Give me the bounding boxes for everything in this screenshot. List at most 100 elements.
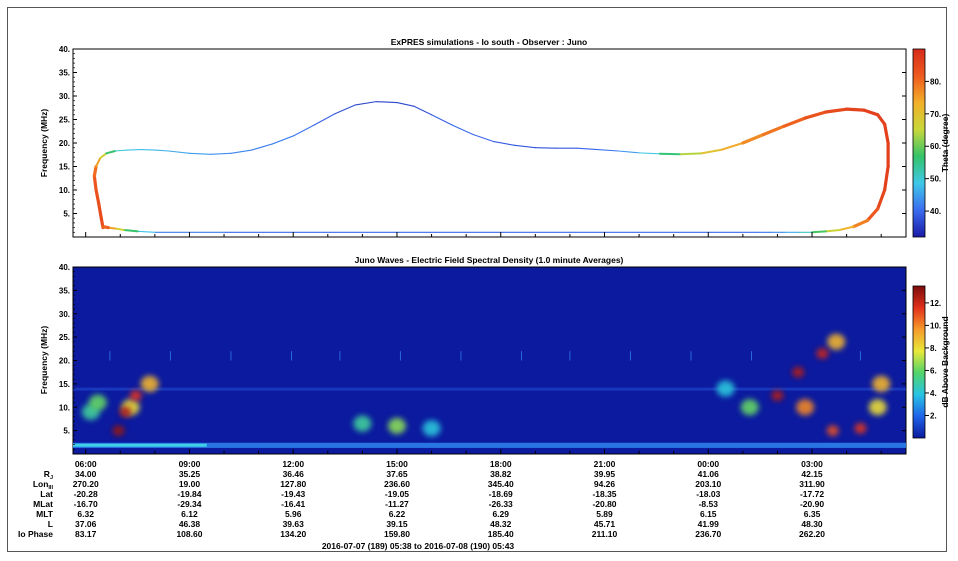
emission-blob — [716, 380, 735, 397]
curve-segment — [862, 108, 880, 117]
ephemeris-value: 236.70 — [695, 529, 721, 539]
emission-blob — [792, 366, 805, 378]
y-tick-label: 40. — [59, 45, 70, 54]
ephemeris-value: 39.15 — [386, 519, 408, 529]
curve-segment — [679, 152, 703, 156]
ephemeris-value: -8.53 — [699, 499, 719, 509]
curve-segment — [209, 152, 232, 155]
simulation-y-axis-label: Frequency (MHz) — [39, 109, 49, 178]
curve-segment — [92, 164, 98, 178]
curve-segment — [472, 133, 495, 143]
ephemeris-value: 203.10 — [695, 479, 721, 489]
y-tick-label: 30. — [59, 310, 70, 319]
emission-blob — [422, 420, 441, 437]
emission-blob — [826, 425, 839, 437]
ephemeris-value: 311.90 — [799, 479, 825, 489]
curve-segment — [700, 148, 724, 155]
y-tick-label: 15. — [59, 163, 70, 172]
time-label: 06:00 — [75, 459, 97, 469]
ephemeris-table: 06:00 09:00 12:00 15:00 18:00 21:00 00:00 03:00… — [18, 459, 825, 539]
ephemeris-value: 83.17 — [75, 529, 97, 539]
y-tick-label: 5. — [63, 210, 70, 219]
ephemeris-value: 48.32 — [490, 519, 512, 529]
theta-colorbar-ticks: 40. 50. 60. 70. 80. — [925, 77, 941, 216]
emission-blob — [868, 399, 887, 416]
curve-segment — [824, 107, 849, 114]
curve-segment — [168, 150, 191, 154]
date-range-label: 2016-07-07 (189) 05:38 to 2016-07-08 (19… — [322, 541, 515, 551]
db-colorbar-ticks: 2. 4. 6. 8. 10. 12. — [925, 299, 941, 420]
spectral-plot-area — [72, 266, 907, 455]
ephemeris-value: 262.20 — [799, 529, 825, 539]
ephemeris-value: -17.72 — [800, 489, 824, 499]
curve-segment — [597, 149, 619, 152]
curve-segment — [271, 135, 294, 145]
ephemeris-value: -18.69 — [489, 489, 513, 499]
ephemeris-value: -16.41 — [281, 499, 305, 509]
ephemeris-value: 39.95 — [594, 469, 616, 479]
curve-segment — [514, 144, 536, 149]
ephemeris-value: 42.15 — [801, 469, 823, 479]
emission-blob — [827, 333, 846, 350]
curve-segment — [576, 147, 599, 151]
simulation-curve — [92, 101, 890, 234]
curve-segment — [313, 113, 336, 126]
emission-blob — [353, 415, 372, 432]
simulation-chart-title: ExPRES simulations - Io south - Observer… — [391, 37, 587, 47]
ephemeris-value: 108.60 — [176, 529, 202, 539]
ephemeris-value: 5.96 — [285, 509, 302, 519]
db-colorbar-label: dB Above Background — [940, 316, 950, 407]
y-tick-label: 25. — [59, 116, 70, 125]
ephemeris-value: 185.40 — [488, 529, 514, 539]
emission-blob — [796, 399, 815, 416]
curve-segment — [354, 101, 377, 106]
ephemeris-value: 35.25 — [179, 469, 201, 479]
ephemeris-value: 6.32 — [77, 509, 94, 519]
ephemeris-value: 236.60 — [384, 479, 410, 489]
colorbar-tick-label: 8. — [930, 344, 937, 353]
curve-segment — [99, 152, 108, 160]
spectral-heatmap — [73, 333, 906, 448]
curve-segment — [92, 174, 98, 192]
ephemeris-row-label: RJ — [44, 469, 53, 481]
time-label: 18:00 — [490, 459, 512, 469]
y-tick-label: 10. — [59, 186, 70, 195]
ephemeris-value: 134.20 — [280, 529, 306, 539]
low-frequency-band — [73, 442, 906, 448]
theta-colorbar — [912, 48, 926, 238]
theta-colorbar-label: Theta (degree) — [940, 114, 950, 173]
spectral-chart-title: Juno Waves - Electric Field Spectral Den… — [355, 255, 624, 265]
curve-segment — [451, 124, 474, 136]
ephemeris-row-label: Lat — [40, 489, 53, 499]
ephemeris-value: -11.27 — [385, 499, 409, 509]
ephemeris-value: 345.40 — [488, 479, 514, 489]
emission-blob — [119, 406, 132, 418]
ephemeris-value: 127.80 — [280, 479, 306, 489]
curve-segment — [114, 149, 128, 152]
curve-segment — [101, 225, 110, 230]
curve-segment — [811, 230, 827, 234]
simulation-y-axis: 5. 10. 15. 20. 25. 30. 35. 40. — [59, 45, 906, 233]
ephemeris-value: -20.28 — [74, 489, 98, 499]
curve-segment — [375, 101, 398, 104]
ephemeris-row-label: LonIII — [33, 479, 54, 491]
ephemeris-value: 37.06 — [75, 519, 97, 529]
curve-segment — [883, 164, 890, 192]
emission-blob — [129, 390, 142, 401]
emission-blob — [771, 390, 784, 401]
ephemeris-value: 48.30 — [801, 519, 823, 529]
curve-segment — [251, 143, 274, 151]
ephemeris-value: 34.00 — [75, 469, 97, 479]
y-tick-label: 20. — [59, 139, 70, 148]
emission-blob — [740, 399, 759, 416]
ephemeris-value: 46.38 — [179, 519, 201, 529]
ephemeris-value: 6.12 — [181, 509, 198, 519]
y-tick-label: 10. — [59, 403, 70, 412]
ephemeris-value: 36.46 — [283, 469, 305, 479]
colorbar-tick-label: 10. — [930, 321, 941, 330]
curve-segment — [396, 102, 415, 107]
curve-segment — [114, 227, 125, 231]
figure-frame — [7, 7, 947, 552]
colorbar-tick-label: 12. — [930, 299, 941, 308]
